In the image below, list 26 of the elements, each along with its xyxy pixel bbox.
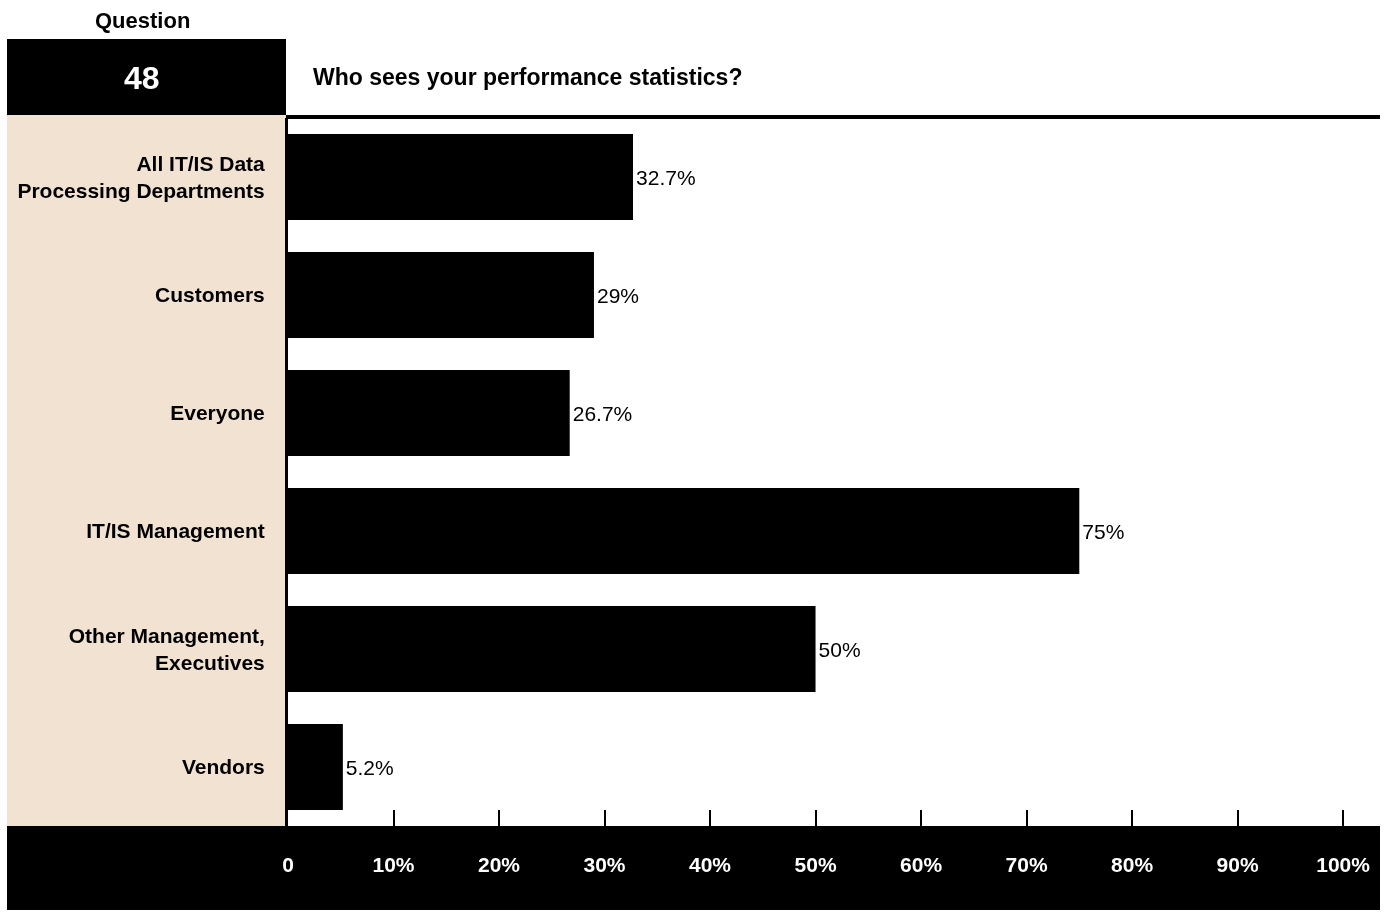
y-tick-label: Customers (155, 283, 265, 307)
x-tick-label: 60% (900, 853, 943, 876)
data-label: 32.7% (636, 165, 696, 189)
x-tick-label: 50% (794, 853, 837, 876)
x-tick-label: 0 (282, 853, 294, 876)
y-tick-label: IT/IS Management (86, 519, 265, 543)
text: 48 (124, 60, 160, 96)
data-label: 26.7% (572, 401, 633, 425)
x-tick-label: 70% (1005, 853, 1048, 876)
y-tick-label: Everyone (170, 401, 265, 425)
data-label: 50% (818, 637, 861, 661)
data-label: 75% (1082, 519, 1125, 543)
x-tick-label: 20% (477, 853, 521, 876)
y-tick-label: All IT/IS Data Processing Departments (17, 151, 266, 202)
data-label: 5.2% (345, 755, 394, 779)
x-tick-label: 80% (1111, 853, 1154, 876)
x-tick-label: 40% (689, 853, 732, 876)
y-tick-label: Vendors (181, 755, 265, 779)
chart-title: Who sees your performance statistics? (313, 64, 743, 91)
x-tick-label: 30% (583, 853, 626, 876)
x-tick-label: 90% (1216, 853, 1259, 876)
data-label: 29% (596, 283, 639, 307)
x-tick-label: 100% (1316, 853, 1371, 876)
text: Question (95, 8, 191, 33)
x-tick-label: 10% (372, 853, 415, 876)
y-tick-label: Other Management, Executives (68, 623, 265, 674)
